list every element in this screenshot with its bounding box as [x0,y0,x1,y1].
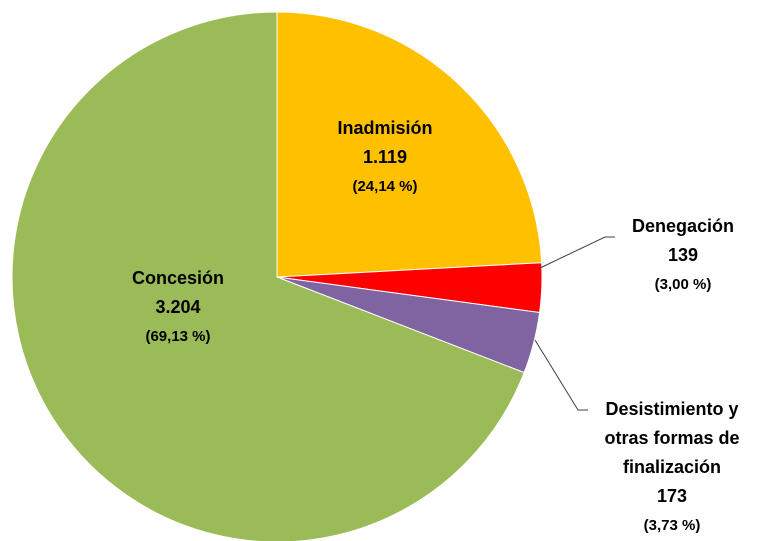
pie-slice [11,11,525,541]
slice-label: Concesión 3.204 (69,13 %) [98,264,258,351]
value-label: 173 [656,486,688,506]
value-label: 139 [667,245,699,265]
category-label: Concesión [131,268,224,288]
pie-slice [276,11,543,278]
percentage-label: (3,73 %) [643,517,701,534]
percentage-label: (3,00 %) [654,276,712,293]
percentage-label: (24,14 %) [352,178,418,195]
category-label: Desistimiento y otras formas de finaliza… [604,399,740,477]
slice-label: Denegación 139 (3,00 %) [608,212,758,299]
slice-label: Inadmisión 1.119 (24,14 %) [305,114,465,201]
category-label: Denegación [631,216,735,236]
category-label: Inadmisión [337,118,433,138]
value-label: 1.119 [362,147,408,167]
leader-line [539,236,615,269]
percentage-label: (69,13 %) [145,328,211,345]
leader-line [534,339,588,411]
value-label: 3.204 [155,297,201,317]
slice-label: Desistimiento y otras formas de finaliza… [584,395,759,540]
